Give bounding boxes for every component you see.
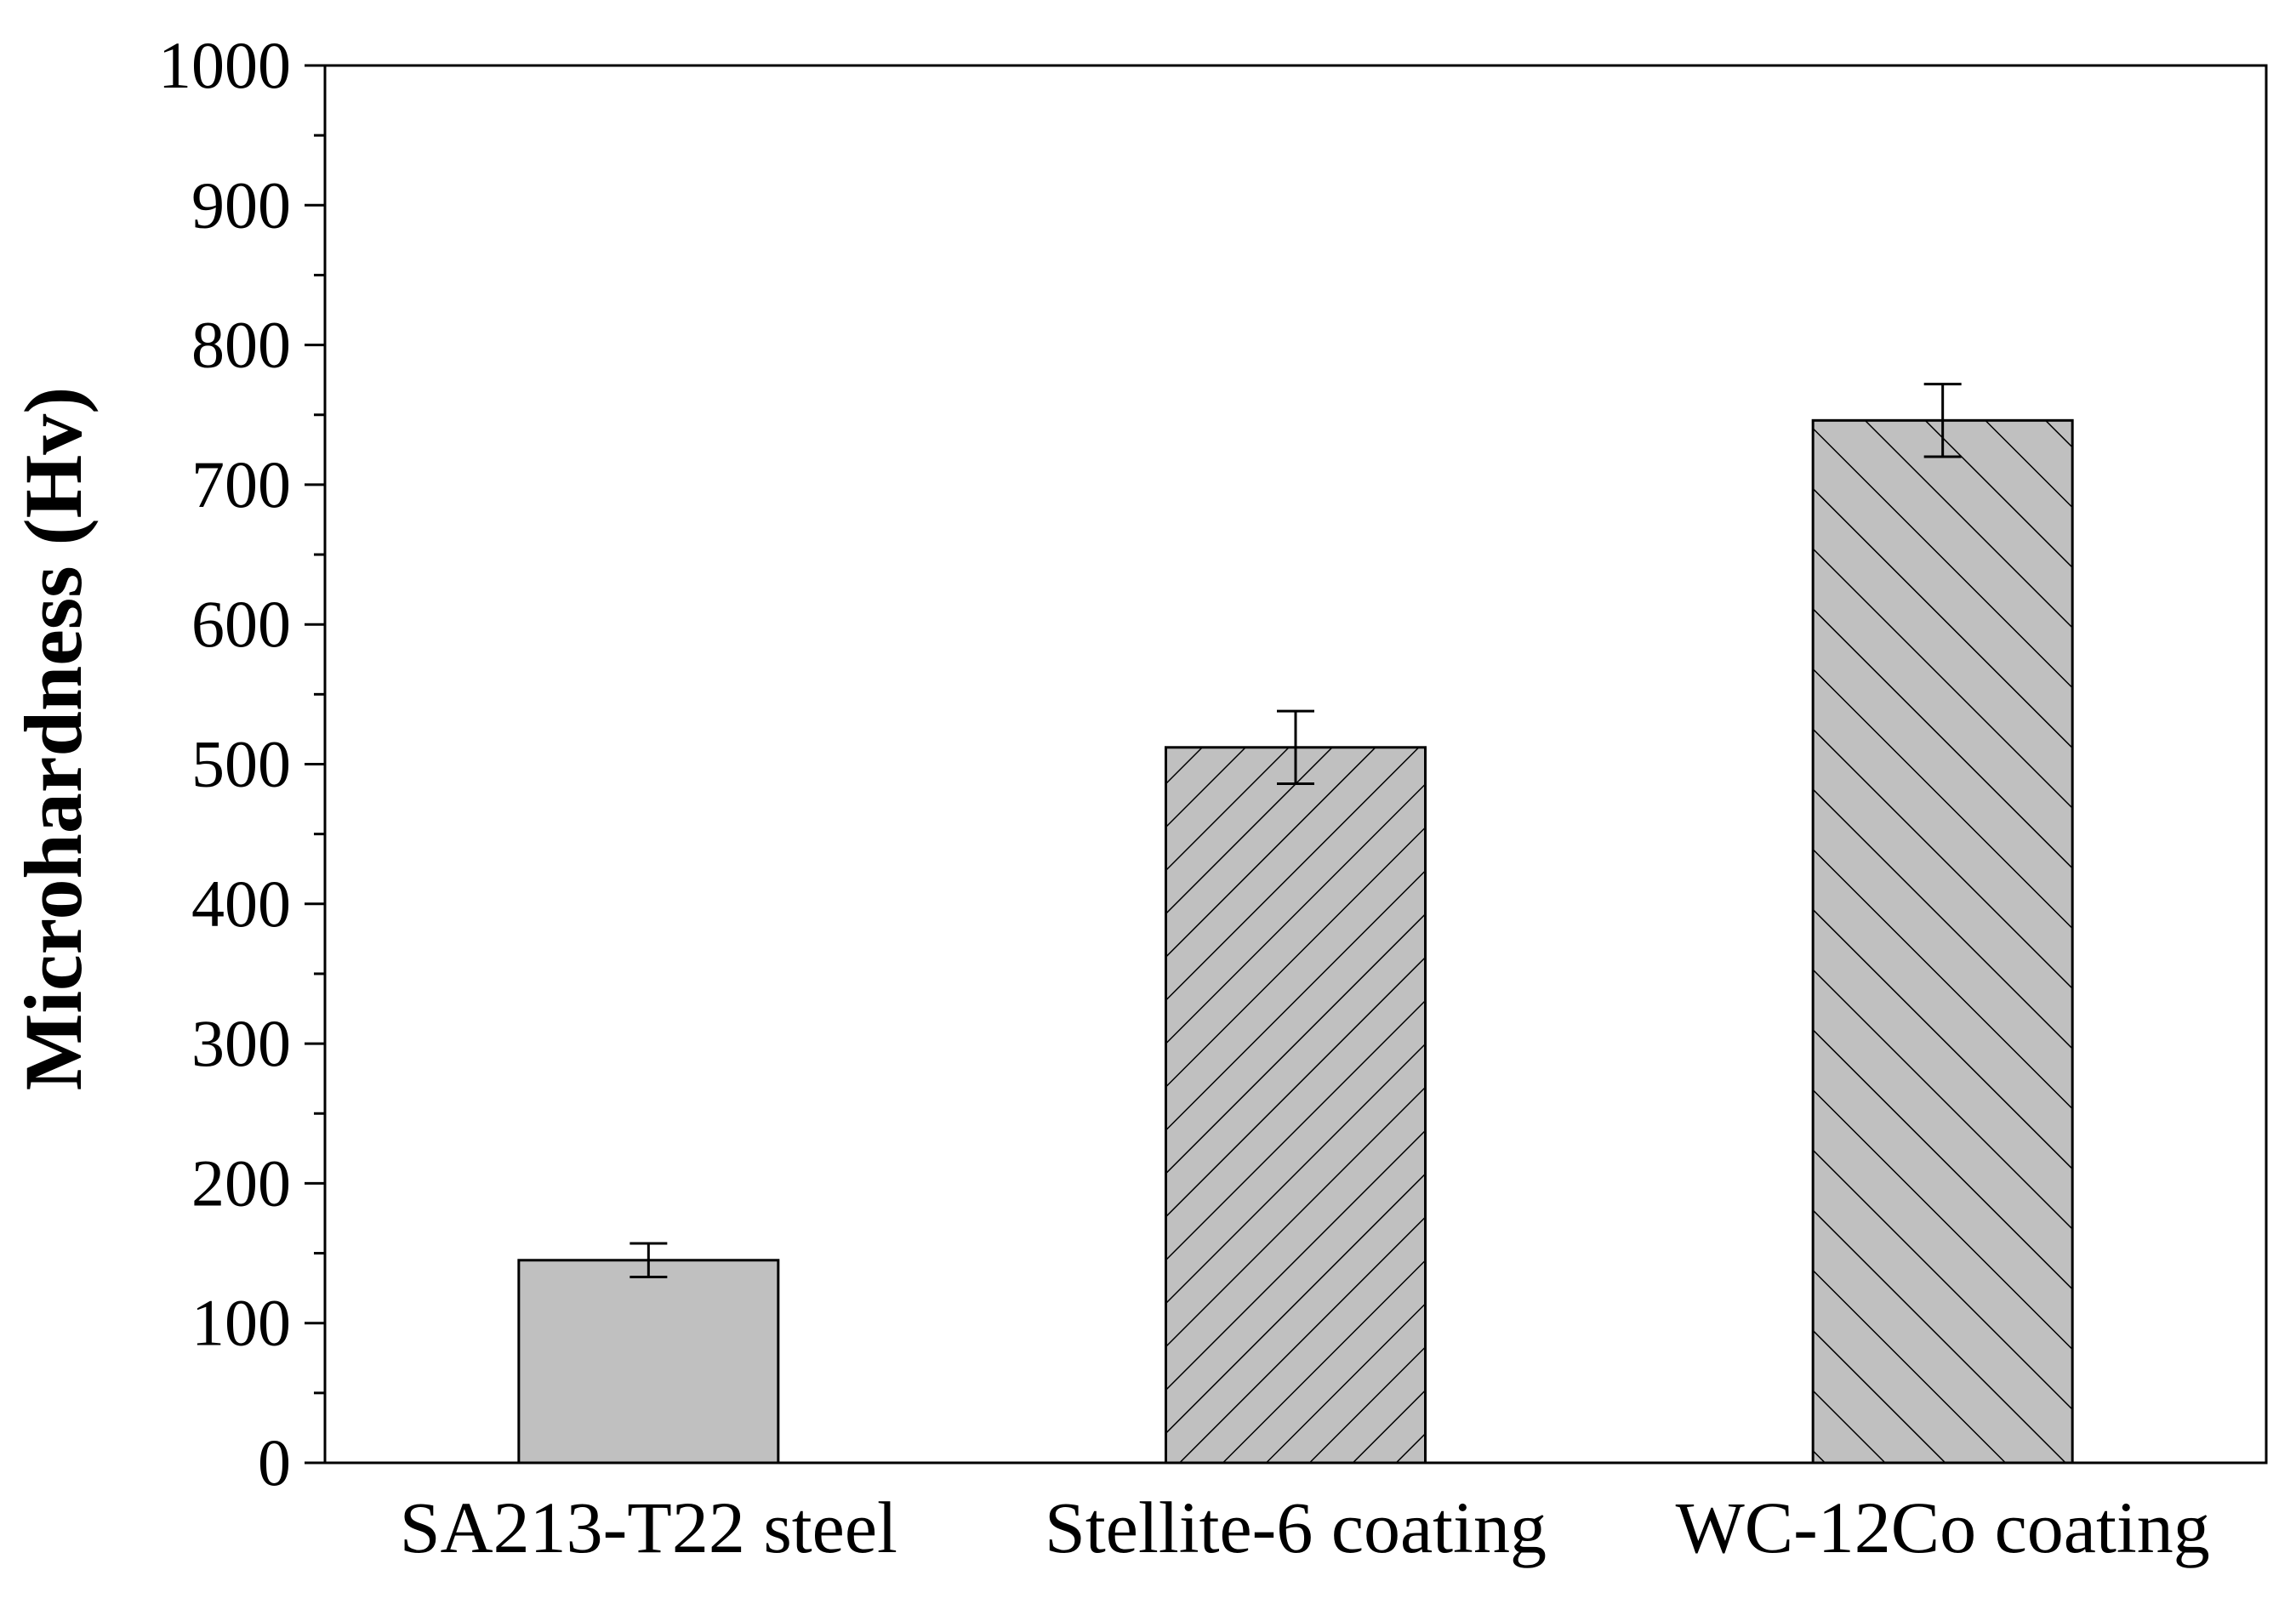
y-tick-label: 600 bbox=[191, 587, 291, 661]
y-tick-label: 800 bbox=[191, 308, 291, 382]
bar-0 bbox=[517, 1259, 780, 1465]
x-tick-label-2: WC-12Co coating bbox=[1676, 1487, 2210, 1568]
bar-2 bbox=[1811, 418, 2074, 1465]
y-tick-label: 100 bbox=[191, 1286, 291, 1360]
x-tick-label-1: Stellite-6 coating bbox=[1045, 1487, 1547, 1568]
y-tick-label: 400 bbox=[191, 867, 291, 941]
y-tick-label: 1000 bbox=[158, 28, 291, 102]
y-axis-title: Microhardness (Hv) bbox=[8, 387, 99, 1090]
x-tick-label-0: SA213-T22 steel bbox=[400, 1487, 897, 1568]
y-tick-label: 700 bbox=[191, 447, 291, 521]
y-tick-label: 500 bbox=[191, 727, 291, 801]
y-tick-label: 0 bbox=[258, 1425, 291, 1499]
y-tick-label: 300 bbox=[191, 1006, 291, 1080]
y-tick-label: 200 bbox=[191, 1146, 291, 1220]
y-tick-label: 900 bbox=[191, 168, 291, 242]
bar-1 bbox=[1165, 746, 1427, 1465]
